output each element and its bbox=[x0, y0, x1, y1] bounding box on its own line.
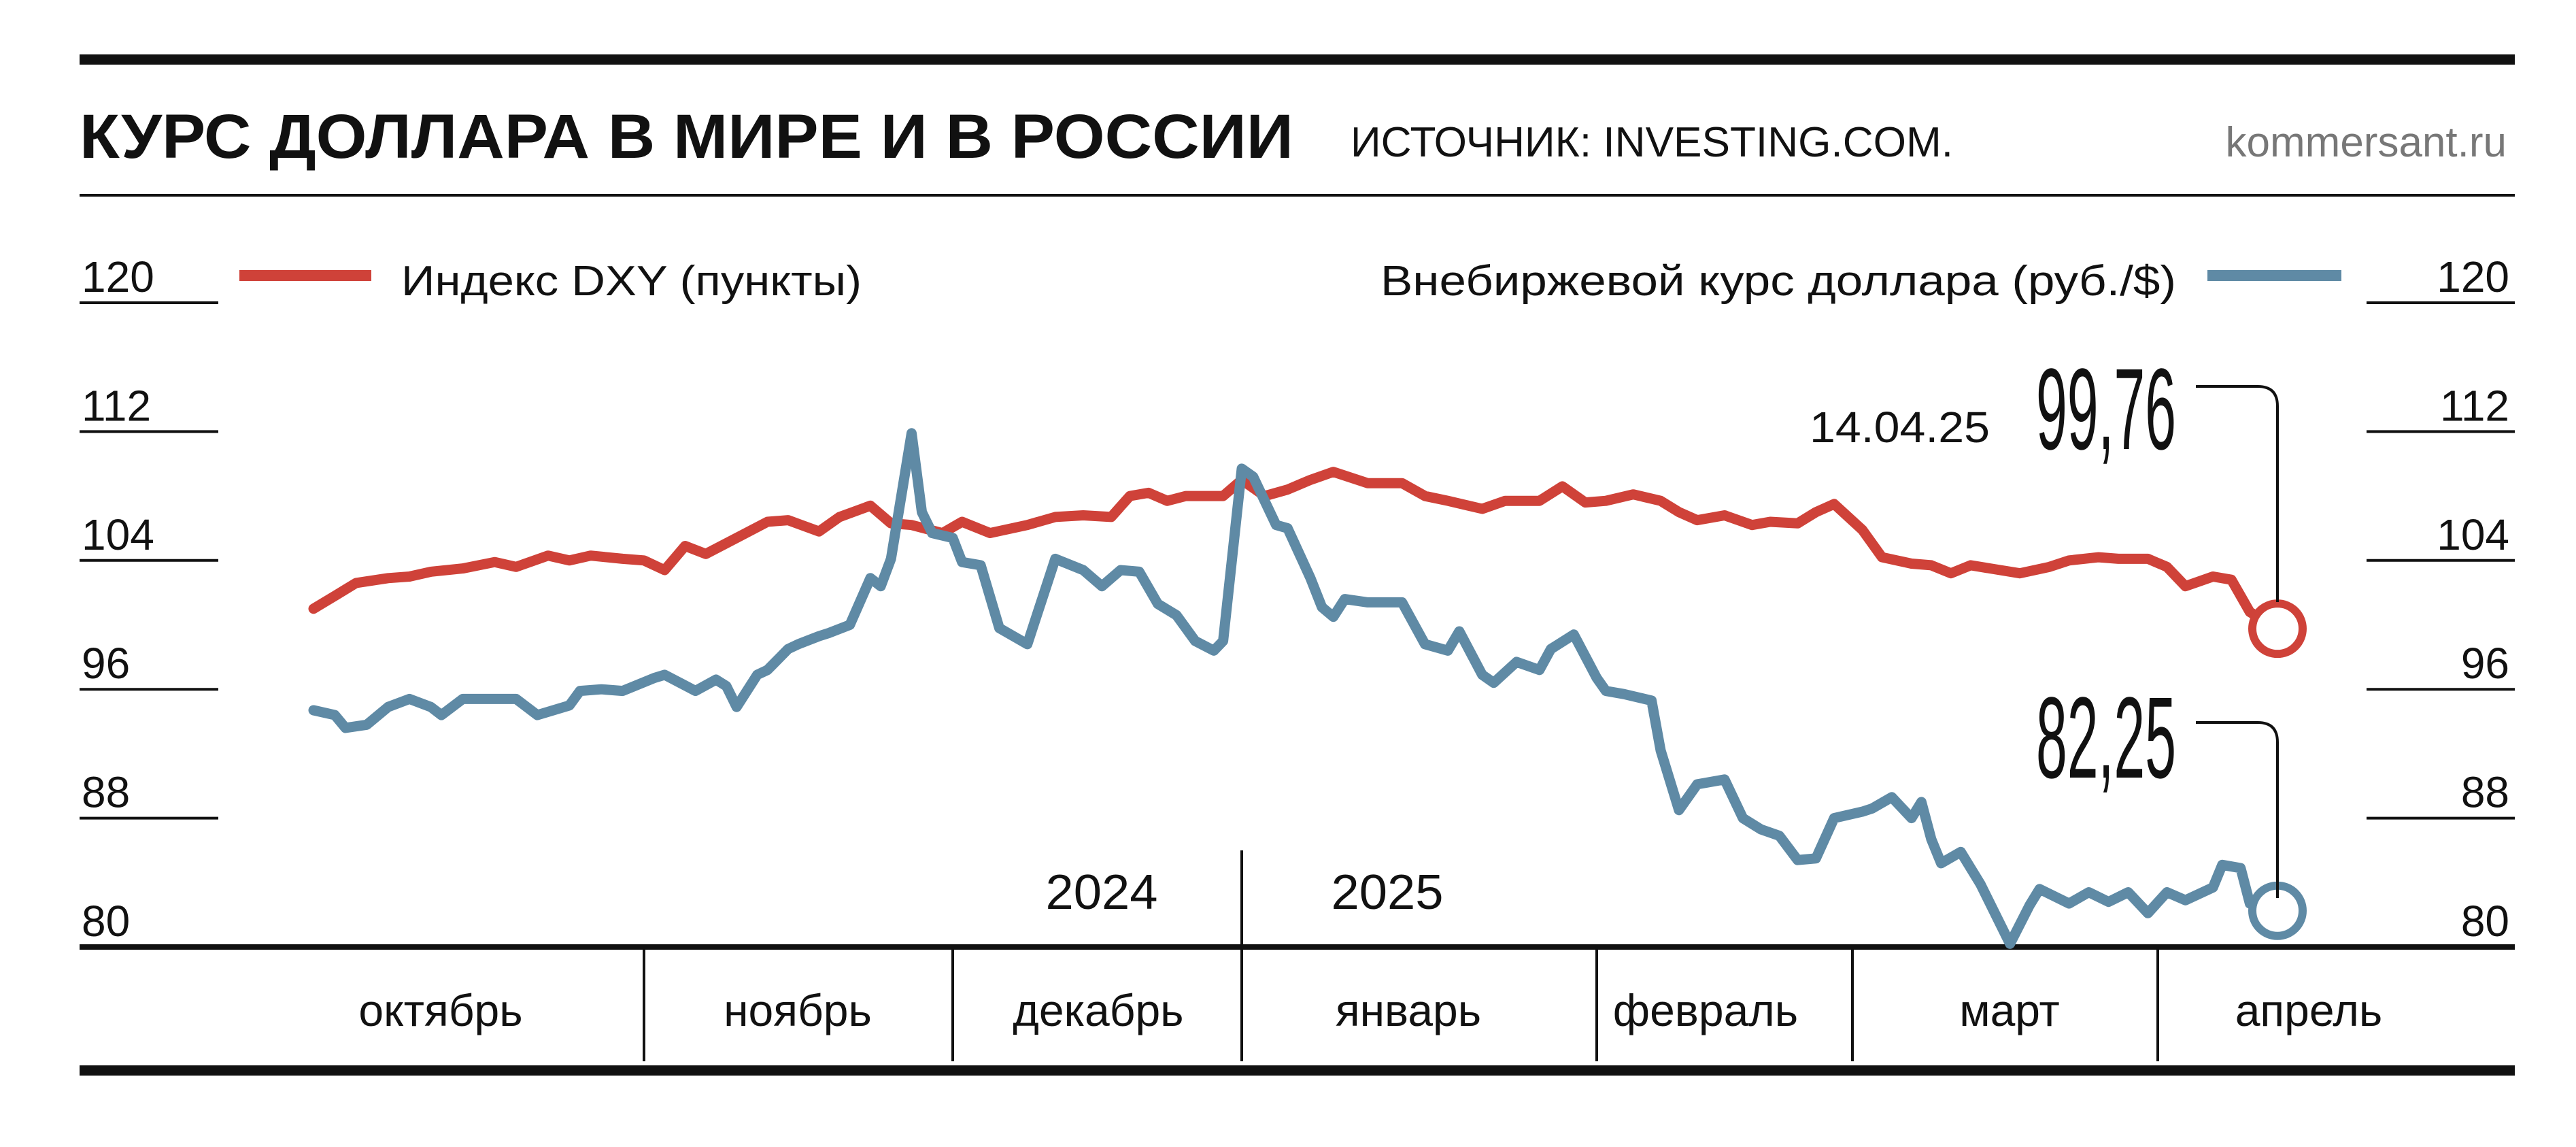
month-label: март bbox=[1959, 985, 2060, 1035]
series-line-rub bbox=[308, 428, 2283, 949]
y-tick-label-left: 80 bbox=[82, 897, 130, 946]
leader-line-dxy bbox=[2196, 385, 2279, 602]
x-axis-line bbox=[80, 944, 2515, 950]
month-label: октябрь bbox=[358, 985, 522, 1035]
year-label-2025: 2025 bbox=[1332, 865, 1444, 920]
bottom-rule bbox=[80, 1065, 2515, 1076]
end-marker-dxy bbox=[2248, 599, 2307, 659]
site-label: kommersant.ru bbox=[2226, 119, 2507, 166]
month-dividers bbox=[643, 947, 2159, 1061]
annotation-date: 14.04.25 bbox=[1810, 403, 1990, 452]
month-label: январь bbox=[1336, 985, 1481, 1035]
top-rule bbox=[80, 54, 2515, 65]
month-label: апрель bbox=[2235, 985, 2383, 1035]
y-tick-label-right: 104 bbox=[2437, 510, 2509, 559]
y-tick-label-left: 88 bbox=[82, 768, 130, 817]
leader-line-rub bbox=[2196, 721, 2279, 898]
y-tick-label-right: 120 bbox=[2437, 252, 2509, 301]
legend-label-dxy: Индекс DXY (пункты) bbox=[401, 258, 862, 305]
y-tick-label-right: 88 bbox=[2461, 768, 2509, 817]
month-label: декабрь bbox=[1013, 985, 1183, 1035]
chart-title: КУРС ДОЛЛАРА В МИРЕ И В РОССИИ bbox=[80, 102, 1293, 171]
month-label: ноябрь bbox=[724, 985, 872, 1035]
annotation-dxy-value: 99,76 bbox=[2036, 345, 2176, 474]
y-tick-label-left: 104 bbox=[82, 510, 154, 559]
legend-label-rub: Внебиржевой курс доллара (руб./$) bbox=[1380, 258, 2176, 305]
y-tick-label-left: 120 bbox=[82, 252, 154, 301]
source-label: ИСТОЧНИК: INVESTING.COM. bbox=[1351, 119, 1953, 166]
y-tick-label-right: 80 bbox=[2461, 897, 2509, 946]
y-tick-label-left: 96 bbox=[82, 639, 130, 688]
year-label-2024: 2024 bbox=[1046, 865, 1158, 920]
y-tick-label-left: 112 bbox=[82, 381, 151, 430]
title-rule bbox=[80, 194, 2515, 197]
annotation-rub-value: 82,25 bbox=[2036, 674, 2176, 803]
y-tick-label-right: 112 bbox=[2440, 381, 2509, 430]
month-label: февраль bbox=[1613, 985, 1798, 1035]
y-tick-label-right: 96 bbox=[2461, 639, 2509, 688]
series-line-dxy bbox=[308, 467, 2283, 634]
